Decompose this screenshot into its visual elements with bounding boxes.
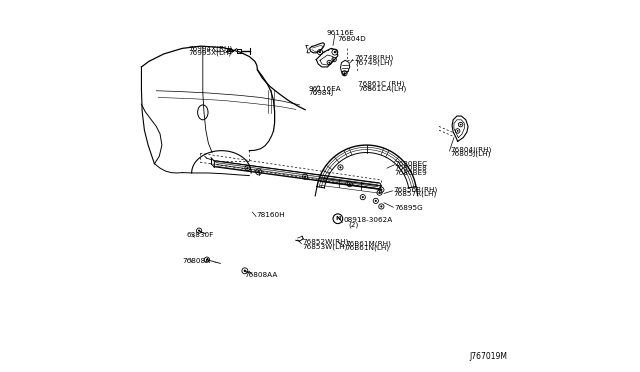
Text: 76749(LH): 76749(LH) [354,59,392,66]
Text: 76B61M(RH): 76B61M(RH) [346,240,391,247]
Circle shape [460,124,461,125]
Circle shape [339,166,342,169]
Text: 7680BE9: 7680BE9 [394,170,427,176]
Circle shape [344,72,346,74]
Circle shape [375,200,377,202]
Text: 76804D: 76804D [338,36,367,42]
Circle shape [328,62,330,63]
Text: 76994X(RH): 76994X(RH) [188,45,232,52]
Text: 78160H: 78160H [257,212,285,218]
Circle shape [229,50,231,52]
Circle shape [206,259,208,261]
Text: J767019M: J767019M [470,352,508,361]
Text: 76B61N(LH): 76B61N(LH) [346,245,389,251]
Text: 76895G: 76895G [394,205,423,211]
Circle shape [380,189,383,191]
Text: 96116EA: 96116EA [308,86,341,92]
Text: 76808A: 76808A [182,258,211,264]
Text: 7680BE8: 7680BE8 [394,165,427,171]
Circle shape [333,51,336,53]
Text: 08918-3062A: 08918-3062A [343,217,392,223]
Text: 76984J: 76984J [309,90,334,96]
Text: 7680BEC: 7680BEC [394,161,428,167]
Circle shape [457,130,458,132]
Text: 76853W(LH): 76853W(LH) [302,243,348,250]
Circle shape [319,51,321,53]
Text: 63830F: 63830F [187,232,214,238]
Polygon shape [214,161,380,189]
Text: N: N [335,216,340,221]
Circle shape [380,205,383,208]
Circle shape [246,167,248,169]
Text: 76808AA: 76808AA [245,272,278,278]
Text: 76856R(RH): 76856R(RH) [394,186,438,193]
Circle shape [244,270,246,272]
Circle shape [198,230,200,232]
Circle shape [257,171,260,173]
Text: 76861C (RH): 76861C (RH) [358,80,404,87]
Text: 76857R(LH): 76857R(LH) [394,191,437,198]
Text: 76861CA(LH): 76861CA(LH) [358,85,406,92]
Circle shape [304,176,306,178]
Circle shape [349,183,351,185]
Text: 76995X(LH): 76995X(LH) [188,49,231,56]
Text: 76805J(LH): 76805J(LH) [450,151,491,157]
Text: 76748(RH): 76748(RH) [354,55,394,61]
Circle shape [362,196,364,198]
Circle shape [333,59,335,60]
Text: 76804J(RH): 76804J(RH) [450,146,492,153]
Text: 96116E: 96116E [326,30,355,36]
Text: 76852W(RH): 76852W(RH) [302,238,349,245]
Circle shape [378,192,381,194]
Text: (2): (2) [348,221,358,228]
